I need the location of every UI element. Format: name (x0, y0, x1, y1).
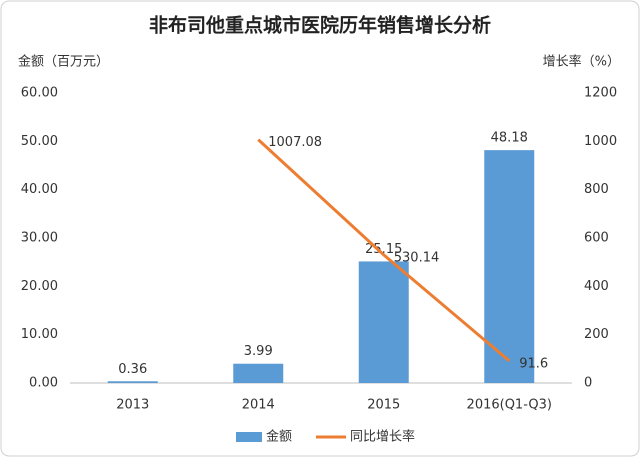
y2-tick-label: 200 (584, 327, 609, 342)
bar (484, 150, 535, 383)
y-tick-label: 60.00 (21, 86, 58, 101)
y2-tick-label: 0 (584, 376, 592, 391)
x-tick-label: 2014 (242, 398, 275, 413)
chart-title: 非布司他重点城市医院历年销售增长分析 (149, 14, 491, 37)
x-tick-label: 2015 (367, 398, 400, 413)
y-tick-label: 20.00 (21, 279, 58, 294)
y2-tick-label: 1000 (584, 134, 617, 149)
y2-tick-label: 1200 (584, 86, 617, 101)
y-tick-label: 30.00 (21, 231, 58, 246)
line (257, 138, 511, 363)
line-value-label: 530.14 (394, 250, 440, 265)
y-tick-label: 40.00 (21, 182, 58, 197)
x-tick-label: 2013 (116, 398, 149, 413)
y2-tick-label: 400 (584, 279, 609, 294)
legend-swatch (236, 432, 262, 442)
y-tick-label: 0.00 (29, 376, 58, 391)
line-value-label: 1007.08 (268, 135, 322, 150)
bar-value-label: 3.99 (244, 344, 273, 359)
legend-label: 金额 (266, 429, 292, 445)
y-tick-label: 10.00 (21, 327, 58, 342)
y2-tick-label: 600 (584, 231, 609, 246)
bar-value-label: 48.18 (491, 131, 528, 146)
y-axis-label: 金额（百万元） (18, 54, 109, 70)
y-tick-label: 50.00 (21, 134, 58, 149)
bar (107, 381, 158, 383)
line-value-label: 91.6 (519, 356, 548, 371)
x-tick-label: 2016(Q1-Q3) (467, 398, 552, 413)
y2-tick-label: 800 (584, 182, 609, 197)
y2-axis-label: 增长率（%） (543, 54, 620, 70)
legend-label: 同比增长率 (350, 429, 415, 445)
bar (233, 363, 284, 383)
bar (358, 261, 409, 383)
bar-value-label: 0.36 (118, 362, 147, 377)
